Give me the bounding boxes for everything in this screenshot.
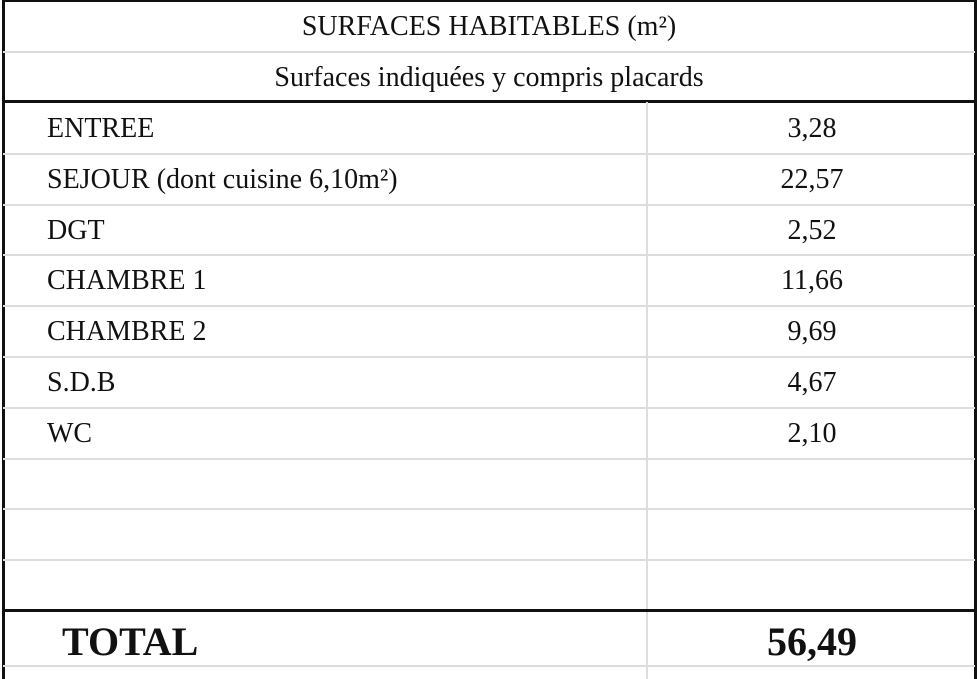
room-name: WC — [47, 417, 93, 449]
total-rule — [3, 609, 975, 612]
table-subtitle: Surfaces indiquées y compris placards — [274, 62, 704, 93]
column-line — [646, 102, 648, 679]
row-line — [3, 508, 975, 511]
table-title: SURFACES HABITABLES (m²) — [301, 11, 677, 42]
room-area: 11,66 — [781, 265, 843, 297]
row-line — [3, 203, 975, 206]
room-name: S.D.B — [47, 367, 116, 398]
room-area: 2,52 — [787, 214, 837, 246]
room-area: 3,28 — [787, 113, 837, 144]
row-line — [3, 406, 975, 409]
header-rule — [3, 100, 975, 103]
room-name: CHAMBRE 1 — [47, 265, 207, 297]
room-name: SEJOUR (dont cuisine 6,10m²) — [47, 163, 398, 195]
room-area: 9,69 — [787, 316, 837, 348]
row-line — [3, 665, 975, 667]
row-line — [3, 254, 975, 257]
row-line — [3, 305, 975, 308]
row-line — [3, 457, 975, 460]
room-name: CHAMBRE 2 — [47, 316, 207, 348]
room-name: DGT — [47, 214, 105, 246]
row-line — [3, 559, 975, 562]
row-line — [3, 51, 975, 53]
room-name: ENTREE — [47, 113, 155, 144]
row-line — [3, 356, 975, 358]
room-area: 22,57 — [780, 163, 844, 195]
room-area: 2,10 — [787, 417, 837, 449]
row-line — [3, 152, 975, 155]
room-area: 4,67 — [787, 367, 837, 398]
total-value: 56,49 — [767, 619, 857, 664]
total-label: TOTAL — [62, 619, 199, 664]
